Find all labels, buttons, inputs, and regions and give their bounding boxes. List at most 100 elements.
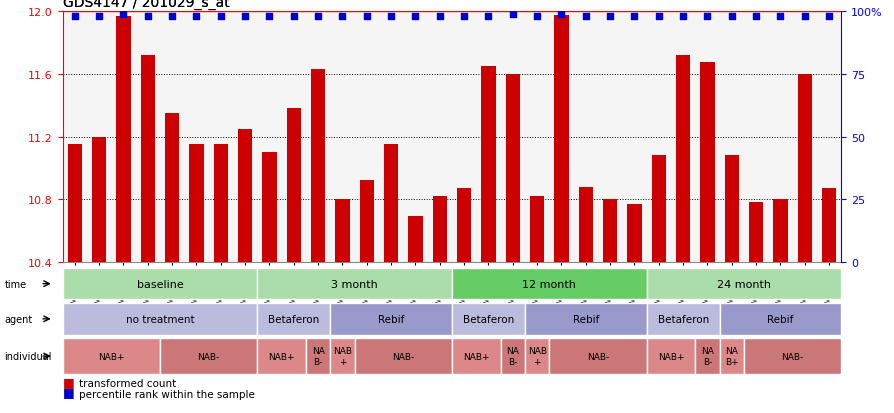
- Point: [481, 14, 495, 21]
- Text: 24 month: 24 month: [716, 279, 770, 289]
- Point: [286, 14, 300, 21]
- Point: [772, 14, 787, 21]
- Point: [335, 14, 350, 21]
- FancyBboxPatch shape: [160, 339, 257, 374]
- Point: [408, 14, 422, 21]
- FancyBboxPatch shape: [257, 339, 306, 374]
- Bar: [821, 189, 836, 262]
- Point: [578, 14, 593, 21]
- Point: [384, 14, 398, 21]
- Bar: [699, 62, 714, 262]
- FancyBboxPatch shape: [719, 303, 840, 335]
- FancyBboxPatch shape: [257, 303, 330, 335]
- Point: [214, 14, 228, 21]
- Text: 12 month: 12 month: [522, 279, 576, 289]
- Text: NA
B-: NA B-: [506, 347, 519, 366]
- Text: NAB
+: NAB +: [527, 347, 546, 366]
- Bar: [603, 200, 617, 262]
- Bar: [505, 75, 519, 262]
- Text: agent: agent: [4, 314, 33, 324]
- FancyBboxPatch shape: [306, 339, 330, 374]
- Point: [140, 14, 155, 21]
- Text: NAB+: NAB+: [268, 352, 294, 361]
- Bar: [189, 145, 204, 262]
- Text: baseline: baseline: [137, 279, 183, 289]
- FancyBboxPatch shape: [354, 339, 451, 374]
- FancyBboxPatch shape: [330, 303, 451, 335]
- Bar: [67, 145, 82, 262]
- FancyBboxPatch shape: [695, 339, 719, 374]
- FancyBboxPatch shape: [500, 339, 525, 374]
- Point: [603, 14, 617, 21]
- FancyBboxPatch shape: [549, 339, 645, 374]
- Bar: [384, 145, 398, 262]
- Point: [190, 14, 204, 21]
- Bar: [529, 197, 544, 262]
- FancyBboxPatch shape: [645, 268, 840, 300]
- Bar: [286, 109, 300, 262]
- Text: NAB-: NAB-: [392, 352, 414, 361]
- FancyBboxPatch shape: [743, 339, 840, 374]
- Bar: [481, 67, 495, 262]
- Bar: [408, 217, 422, 262]
- Point: [457, 14, 471, 21]
- FancyBboxPatch shape: [257, 268, 451, 300]
- Bar: [238, 130, 252, 262]
- FancyBboxPatch shape: [451, 268, 645, 300]
- Bar: [772, 200, 787, 262]
- Point: [92, 14, 106, 21]
- Bar: [359, 181, 374, 262]
- Bar: [432, 197, 447, 262]
- FancyBboxPatch shape: [451, 339, 500, 374]
- Bar: [578, 188, 593, 262]
- Text: NAB-: NAB-: [198, 352, 220, 361]
- Bar: [797, 75, 811, 262]
- Text: NAB+: NAB+: [98, 352, 124, 361]
- Bar: [748, 203, 763, 262]
- Bar: [627, 204, 641, 262]
- Bar: [92, 138, 106, 262]
- FancyBboxPatch shape: [63, 339, 160, 374]
- FancyBboxPatch shape: [645, 339, 695, 374]
- Point: [699, 14, 713, 21]
- Text: ■: ■: [63, 375, 74, 388]
- Point: [627, 14, 641, 21]
- Text: Betaferon: Betaferon: [657, 314, 708, 324]
- Bar: [262, 153, 276, 262]
- Text: Rebif: Rebif: [766, 314, 793, 324]
- Text: NAB
+: NAB +: [333, 347, 351, 366]
- Text: NA
B+: NA B+: [724, 347, 738, 366]
- FancyBboxPatch shape: [330, 339, 354, 374]
- Bar: [553, 16, 569, 262]
- Text: Betaferon: Betaferon: [462, 314, 513, 324]
- Text: individual: individual: [4, 351, 52, 361]
- Text: NAB+: NAB+: [657, 352, 683, 361]
- Text: time: time: [4, 279, 27, 289]
- Point: [797, 14, 811, 21]
- Text: NA
B-: NA B-: [700, 347, 713, 366]
- FancyBboxPatch shape: [525, 339, 549, 374]
- Text: NA
B-: NA B-: [311, 347, 325, 366]
- Bar: [140, 56, 155, 262]
- Bar: [116, 17, 131, 262]
- Text: Betaferon: Betaferon: [268, 314, 319, 324]
- Bar: [214, 145, 228, 262]
- Text: NAB+: NAB+: [462, 352, 489, 361]
- Bar: [334, 200, 350, 262]
- FancyBboxPatch shape: [63, 268, 257, 300]
- FancyBboxPatch shape: [645, 303, 719, 335]
- Bar: [723, 156, 738, 262]
- Point: [238, 14, 252, 21]
- FancyBboxPatch shape: [451, 303, 525, 335]
- Bar: [164, 114, 179, 262]
- Point: [310, 14, 325, 21]
- Point: [262, 14, 276, 21]
- Text: no treatment: no treatment: [125, 314, 194, 324]
- Text: transformed count: transformed count: [79, 378, 176, 388]
- Point: [748, 14, 763, 21]
- Text: 3 month: 3 month: [331, 279, 377, 289]
- Point: [432, 14, 446, 21]
- Point: [68, 14, 82, 21]
- Text: Rebif: Rebif: [377, 314, 404, 324]
- Point: [505, 12, 519, 18]
